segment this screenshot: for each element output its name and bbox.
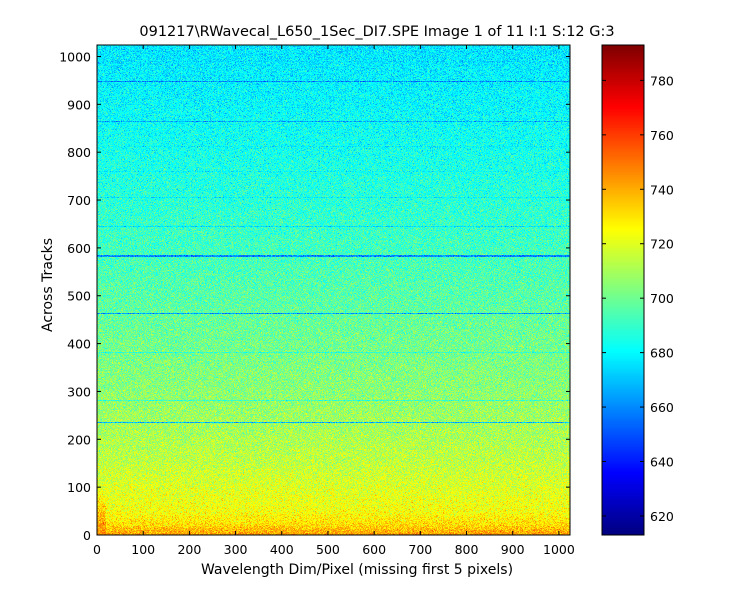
colorbar-tick-label: 720: [650, 237, 674, 252]
y-axis-label: Across Tracks: [40, 238, 56, 332]
y-tick-label: 100: [67, 480, 91, 495]
y-tick-label: 0: [83, 528, 91, 543]
y-tick-label: 700: [67, 193, 91, 208]
plot-area: 0 100 200 300 400 500 600 700 800 900 1000 0 100 200…: [59, 44, 575, 557]
colorbar: 620 640 660 680 700 720 740 760 780: [601, 44, 674, 536]
x-tick-label: 100: [131, 542, 155, 557]
colorbar-tick-label: 740: [650, 182, 674, 197]
x-tick-label: 500: [316, 542, 340, 557]
x-axis: 0 100 200 300 400 500 600 700 800 900 1000: [93, 45, 575, 557]
colorbar-gradient: [602, 45, 644, 535]
y-tick-label: 600: [67, 241, 91, 256]
x-tick-label: 200: [177, 542, 201, 557]
colorbar-tick-label: 620: [650, 509, 674, 524]
x-tick-label: 900: [501, 542, 525, 557]
colorbar-tick-label: 640: [650, 455, 674, 470]
colorbar-tick-label: 780: [650, 73, 674, 88]
colorbar-tick-label: 660: [650, 400, 674, 415]
colorbar-frame: [601, 44, 645, 536]
y-tick-label: 400: [67, 337, 91, 352]
y-tick-label: 900: [67, 97, 91, 112]
colorbar-ticks: 620 640 660 680 700 720 740 760 780: [602, 73, 674, 524]
y-tick-label: 500: [67, 289, 91, 304]
y-axis: 0 100 200 300 400 500 600 700 800 900 1000: [59, 49, 570, 543]
x-tick-label: 400: [270, 542, 294, 557]
colorbar-tick-label: 760: [650, 128, 674, 143]
colorbar-tick-label: 700: [650, 291, 674, 306]
y-tick-label: 1000: [59, 49, 91, 64]
x-tick-label: 600: [362, 542, 386, 557]
x-axis-label: Wavelength Dim/Pixel (missing first 5 pi…: [201, 562, 513, 578]
x-tick-label: 700: [408, 542, 432, 557]
x-tick-label: 300: [224, 542, 248, 557]
y-tick-label: 200: [67, 432, 91, 447]
y-tick-label: 300: [67, 384, 91, 399]
x-tick-label: 800: [455, 542, 479, 557]
plot-frame: [96, 44, 571, 536]
colorbar-tick-label: 680: [650, 346, 674, 361]
x-tick-label: 1000: [543, 542, 575, 557]
chart-title: 091217\RWavecal_L650_1Sec_DI7.SPE Image …: [139, 24, 614, 40]
x-tick-label: 0: [93, 542, 101, 557]
y-tick-label: 800: [67, 145, 91, 160]
heatmap-image: [97, 45, 570, 535]
